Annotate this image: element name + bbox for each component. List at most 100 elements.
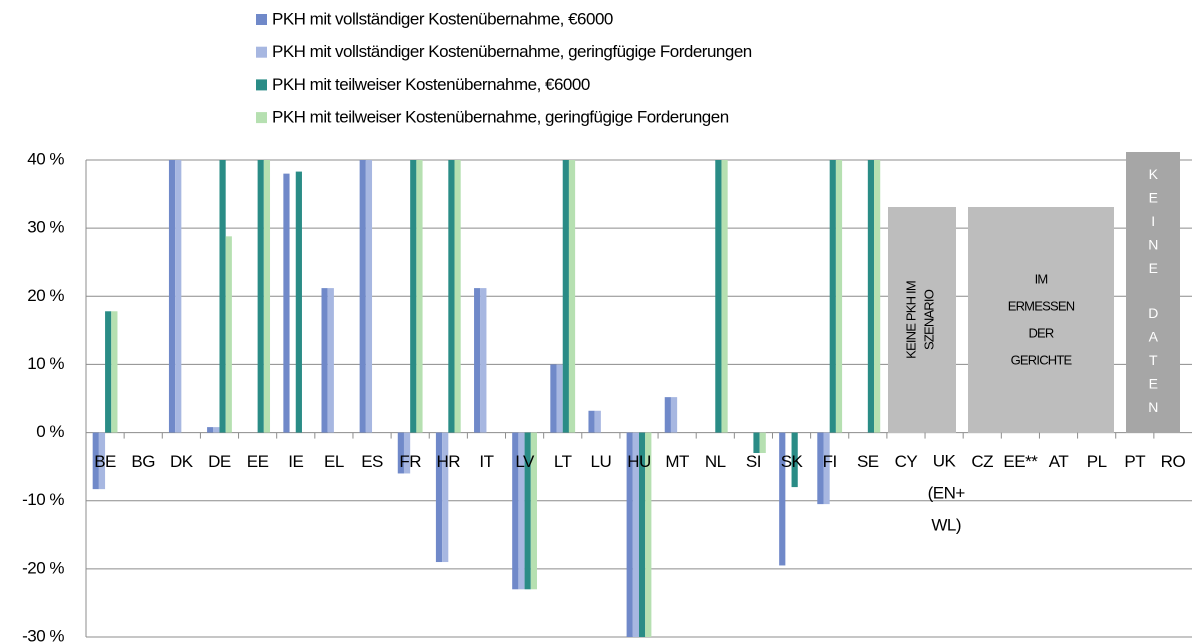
annotation: KEINE PKH IM SZENARIO — [903, 281, 936, 359]
bars — [92, 160, 881, 637]
x-tick-label: AT — [1049, 452, 1069, 471]
x-tick-label: LT — [554, 452, 572, 471]
bar — [257, 160, 264, 433]
x-tick-label: FI — [823, 452, 837, 471]
bar — [874, 160, 881, 433]
legend-label: PKH mit teilweiser Kostenübernahme, geri… — [272, 108, 729, 127]
bar — [283, 173, 290, 433]
bar — [448, 160, 455, 433]
x-tick-label: BE — [94, 452, 116, 471]
bar — [359, 160, 366, 433]
legend-swatch — [256, 14, 267, 25]
bar — [530, 432, 537, 590]
x-tick-label: PT — [1124, 452, 1145, 471]
bar — [867, 160, 875, 433]
bar — [512, 432, 519, 590]
bar — [403, 432, 411, 474]
bar — [518, 432, 525, 590]
x-tick-label: BG — [131, 452, 155, 471]
bar — [219, 160, 226, 433]
annotation-text: ERMESSEN — [1008, 298, 1075, 313]
bar — [779, 432, 786, 566]
x-tick-label: CZ — [971, 452, 993, 471]
x-tick-label: EE — [247, 452, 269, 471]
x-tick-label: DE — [208, 452, 231, 471]
bar — [664, 397, 671, 433]
bar — [263, 160, 271, 433]
y-tick-label: 30 % — [27, 218, 64, 237]
bar — [588, 410, 595, 433]
legend-swatch — [256, 79, 267, 91]
x-tick-label: MT — [665, 452, 689, 471]
bar — [480, 288, 487, 433]
bar — [327, 288, 334, 433]
x-tick-label: SK — [781, 452, 804, 471]
bar — [759, 432, 766, 454]
bar — [632, 432, 639, 637]
x-tick-label: PL — [1087, 452, 1107, 471]
bar — [556, 364, 563, 433]
bar — [295, 171, 302, 433]
y-tick-label: 20 % — [27, 286, 64, 305]
x-tick-label: NL — [705, 452, 726, 471]
x-tick-label: SE — [857, 452, 879, 471]
annotation-text: SZENARIO — [921, 289, 936, 350]
bar — [594, 410, 601, 433]
legend-label: PKH mit vollständiger Kostenübernahme, €… — [272, 9, 613, 28]
bar — [639, 432, 646, 637]
bar — [98, 432, 106, 490]
bar — [823, 432, 830, 505]
bar — [562, 160, 569, 433]
x-tick-label: EE** — [1003, 452, 1038, 471]
bar — [168, 160, 176, 433]
bar — [791, 432, 798, 488]
x-tick-label: LV — [515, 452, 535, 471]
legend-label: PKH mit vollständiger Kostenübernahme, g… — [272, 42, 752, 61]
bar — [524, 432, 531, 590]
y-tick-label: 0 % — [36, 422, 64, 441]
bar — [175, 160, 182, 433]
bar — [321, 288, 328, 433]
annotation-text: KEINE PKH IM — [903, 281, 918, 359]
bar — [397, 432, 404, 474]
x-tick-label: DK — [170, 452, 194, 471]
x-tick-label: IT — [479, 452, 493, 471]
x-tick-label: CY — [895, 452, 918, 471]
y-tick-label: 40 % — [27, 149, 64, 168]
y-tick-label: 10 % — [27, 354, 64, 373]
annotation-text: DER — [1028, 325, 1053, 340]
bar — [225, 236, 232, 433]
bar — [454, 160, 461, 433]
legend-label: PKH mit teilweiser Kostenübernahme, €600… — [272, 75, 590, 94]
bar — [207, 427, 214, 433]
bar — [550, 364, 557, 433]
axis: -30 % -20 % -10 % 0 % 10 % 20 % 30 % 40 % PKH mi… — [22, 9, 1186, 643]
x-tick-label: EL — [324, 452, 344, 471]
x-tick-label: LU — [590, 452, 611, 471]
x-tick-label: UK (EN+ WL) — [923, 452, 965, 535]
bar — [835, 160, 843, 433]
bar — [645, 432, 652, 637]
bar — [626, 432, 633, 637]
bar — [410, 160, 417, 433]
x-tick-label: IE — [288, 452, 303, 471]
annotation-text: IM — [1035, 271, 1048, 286]
bar — [715, 160, 722, 433]
y-tick-label: -20 % — [22, 558, 64, 577]
y-tick-label: -10 % — [22, 490, 64, 509]
annotation-box — [888, 207, 956, 433]
legend-swatch — [256, 46, 267, 58]
bar — [416, 160, 423, 433]
bar — [721, 160, 728, 433]
bar — [92, 432, 99, 490]
x-tick-label: HR — [437, 452, 461, 471]
x-tick-label: RO — [1161, 452, 1186, 471]
bar — [817, 432, 824, 505]
annotation-text: GERICHTE — [1011, 352, 1073, 367]
annotation-box — [1126, 152, 1180, 433]
legend-swatch — [256, 112, 267, 124]
x-tick-label: HU — [627, 452, 651, 471]
y-tick-label: -30 % — [22, 626, 64, 643]
